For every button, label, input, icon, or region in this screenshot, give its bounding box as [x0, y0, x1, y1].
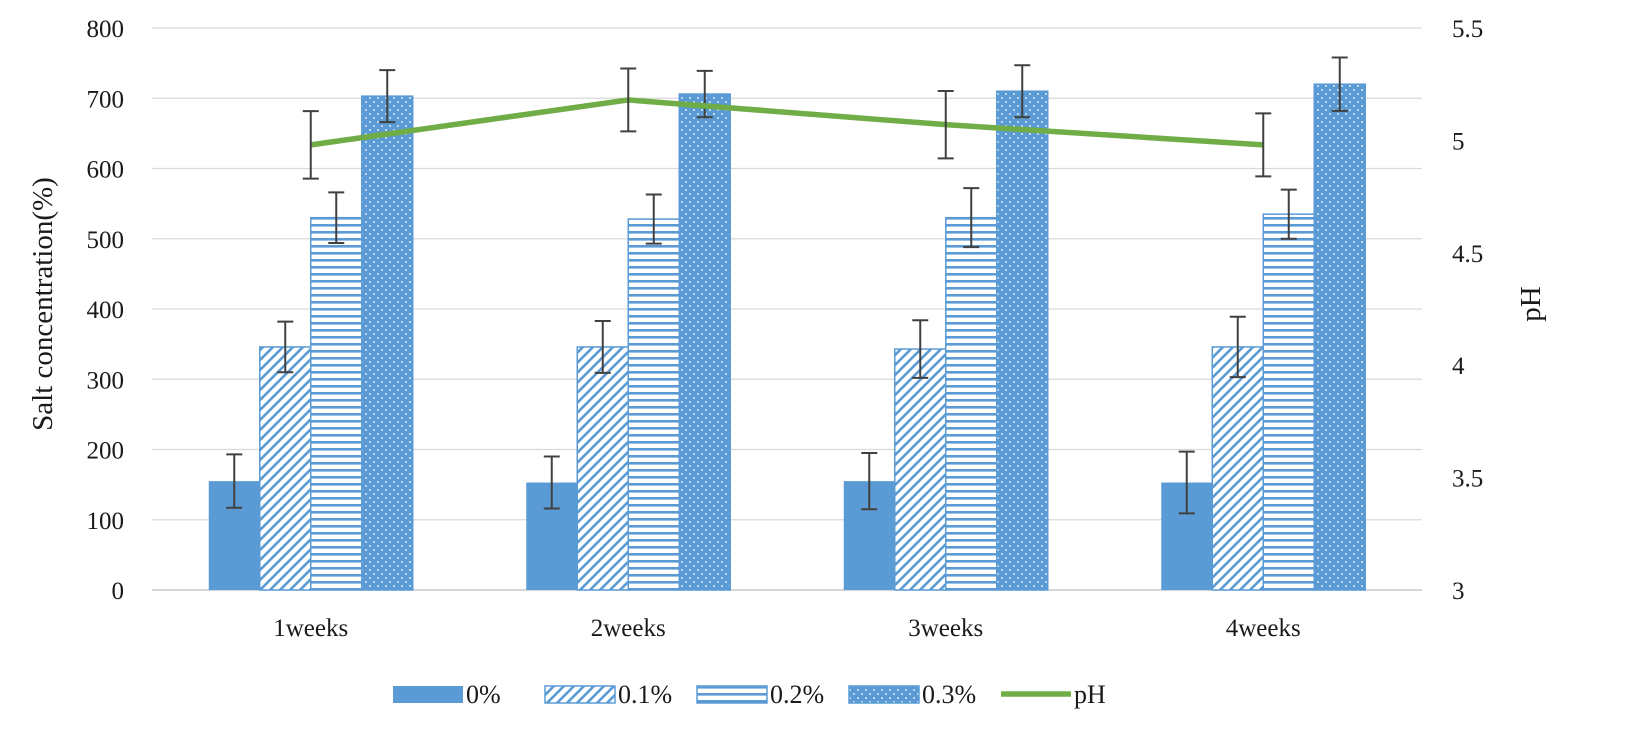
legend-swatch [696, 685, 768, 704]
y-axis-title: Salt concentration(%) [27, 177, 59, 431]
error-bar [379, 69, 396, 124]
bar [945, 216, 998, 591]
legend-item: 0.2% [696, 680, 824, 709]
error-bar [1280, 188, 1297, 240]
x-tick-label: 3weeks [908, 615, 983, 642]
legend-item: pH [1001, 680, 1106, 709]
error-bar [594, 319, 611, 374]
error-bar [277, 320, 294, 374]
legend-label: 0% [466, 680, 501, 709]
ph-line [310, 97, 1264, 148]
y2-tick-label: 3.5 [1452, 466, 1483, 493]
bar [1211, 346, 1264, 591]
x-tick-label: 2weeks [591, 615, 666, 642]
legend-swatch [544, 685, 616, 704]
error-bar [543, 455, 560, 510]
y2-tick-label: 3 [1452, 578, 1465, 605]
error-bar [1014, 64, 1031, 119]
ph-error-bar [620, 67, 637, 133]
bars [208, 83, 1366, 591]
error-bar [1331, 56, 1348, 112]
y2-tick-label: 5 [1452, 128, 1465, 155]
legend: 0% 0.1% 0.2% 0.3% pH [393, 680, 1106, 709]
legend-item: 0.1% [544, 680, 672, 709]
error-bar [226, 453, 243, 509]
bar [894, 348, 947, 591]
error-bar [861, 452, 878, 511]
legend-label: 0.3% [922, 680, 976, 709]
bar [1262, 213, 1315, 591]
ph-line-series [302, 67, 1272, 180]
error-bar [1229, 315, 1246, 379]
y-axis-right-ticks: 3 3.5 4 4.5 5 5.5 [1452, 16, 1483, 605]
error-bar [912, 319, 929, 379]
y-tick-label: 0 [112, 578, 125, 605]
bar [259, 346, 312, 591]
y-tick-label: 100 [87, 508, 125, 535]
error-bar [963, 187, 980, 249]
y-tick-label: 400 [87, 297, 125, 324]
y2-tick-label: 4.5 [1452, 241, 1483, 268]
legend-item: 0% [393, 680, 501, 709]
bar [361, 95, 414, 591]
y-tick-label: 600 [87, 157, 125, 184]
x-tick-label: 4weeks [1226, 615, 1301, 642]
legend-label: pH [1074, 680, 1106, 709]
bar [1313, 83, 1366, 591]
y2-axis-title: pH [1515, 286, 1547, 322]
bar [996, 90, 1049, 591]
legend-item: 0.3% [848, 680, 976, 709]
error-bar [645, 193, 662, 245]
x-axis-ticks: 1weeks 2weeks 3weeks 4weeks [273, 615, 1300, 642]
legend-label: 0.2% [770, 680, 824, 709]
y2-tick-label: 5.5 [1452, 16, 1483, 43]
y2-tick-label: 4 [1452, 353, 1465, 380]
error-bar [328, 191, 345, 244]
bar [627, 218, 680, 591]
legend-swatch [393, 686, 463, 703]
y-tick-label: 700 [87, 86, 125, 113]
x-tick-label: 1weeks [273, 615, 348, 642]
y-tick-label: 200 [87, 438, 125, 465]
ph-error-bar [937, 89, 954, 160]
y-tick-label: 300 [87, 367, 125, 394]
legend-label: 0.1% [618, 680, 672, 709]
error-bar [1178, 450, 1195, 515]
bar-error-bars [226, 56, 1348, 515]
bar [310, 216, 363, 591]
y-tick-label: 800 [87, 16, 125, 43]
y-axis-left-ticks: 0 100 200 300 400 500 600 700 800 [87, 16, 125, 605]
bar [576, 346, 629, 591]
ph-error-bar [302, 110, 319, 180]
bar [678, 93, 731, 591]
legend-swatch [848, 685, 920, 704]
ph-error-bar [1255, 112, 1272, 178]
y-tick-label: 500 [87, 227, 125, 254]
error-bar [696, 69, 713, 119]
